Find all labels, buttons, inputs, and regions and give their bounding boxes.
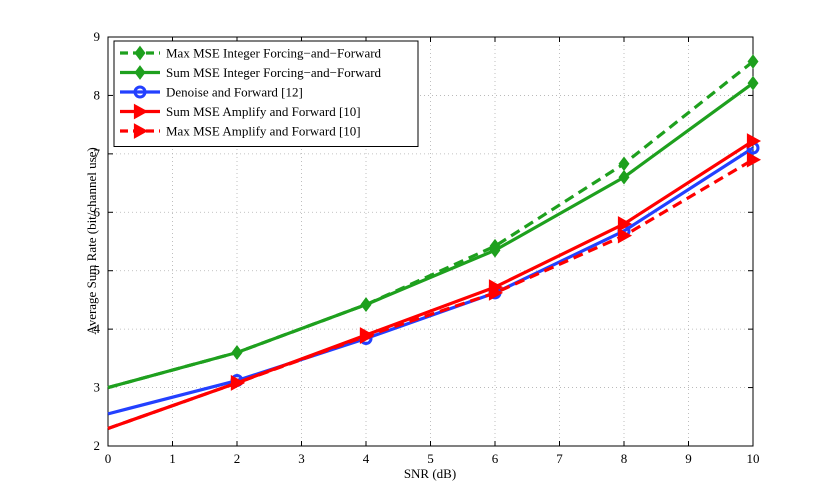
- legend-box: [113, 40, 419, 147]
- x-tick-label: 1: [169, 451, 176, 466]
- legend-label: Denoise and Forward [12]: [166, 85, 303, 100]
- y-tick-label: 4: [94, 321, 101, 336]
- legend-label: Max MSE Integer Forcing−and−Forward: [166, 46, 382, 61]
- legend-marker: [134, 65, 146, 80]
- data-point: [230, 375, 246, 391]
- legend-entry: Max MSE Integer Forcing−and−Forward: [120, 46, 382, 61]
- legend-label: Max MSE Amplify and Forward [10]: [166, 124, 361, 139]
- data-point: [746, 151, 762, 168]
- data-point: [746, 133, 762, 149]
- legend-label: Sum MSE Integer Forcing−and−Forward: [166, 65, 382, 80]
- series-4: [107, 133, 762, 430]
- data-point: [359, 328, 375, 345]
- x-tick-label: 0: [105, 451, 112, 466]
- legend-marker: [133, 103, 149, 120]
- legend-label: Sum MSE Amplify and Forward [10]: [166, 104, 361, 119]
- x-tick-label: 9: [685, 451, 692, 466]
- y-tick-label: 7: [94, 146, 101, 161]
- x-axis-label: SNR (dB): [404, 466, 456, 481]
- data-point: [617, 227, 633, 244]
- data-point: [489, 242, 501, 258]
- data-point: [231, 345, 243, 360]
- data-point: [747, 75, 759, 91]
- series-3: [107, 141, 760, 416]
- data-point: [617, 216, 633, 232]
- series-5: [107, 151, 762, 430]
- data-point: [618, 169, 630, 185]
- data-point: [488, 285, 504, 301]
- legend-marker: [134, 45, 146, 61]
- series-2: [107, 75, 759, 390]
- x-tick-label: 10: [747, 451, 760, 466]
- x-tick-label: 8: [621, 451, 628, 466]
- legend: Max MSE Integer Forcing−and−Forward Sum M…: [113, 40, 419, 147]
- x-tick-label: 3: [298, 451, 305, 466]
- x-tick-label: 2: [234, 451, 241, 466]
- series-group: [107, 54, 762, 430]
- y-tick-label: 9: [94, 29, 101, 44]
- y-axis-label: Average Sum Rate (bit/channel use): [84, 147, 99, 334]
- legend-entry: Sum MSE Integer Forcing−and−Forward: [120, 65, 382, 80]
- x-tick-label: 4: [363, 451, 370, 466]
- data-point: [747, 54, 759, 69]
- y-tick-label: 8: [94, 87, 101, 102]
- series-line: [107, 81, 754, 390]
- series-line: [107, 158, 754, 430]
- data-point: [360, 297, 372, 312]
- series-line: [107, 60, 754, 390]
- legend-marker: [133, 123, 149, 139]
- y-tick-label: 5: [94, 263, 101, 278]
- x-tick-label: 5: [427, 451, 434, 466]
- legend-entry: Max MSE Amplify and Forward [10]: [120, 123, 361, 139]
- legend-entry: Denoise and Forward [12]: [120, 85, 303, 100]
- y-tick-label: 3: [94, 380, 101, 395]
- data-point: [618, 156, 630, 172]
- axis-ticks: 0 1 2 3 4 5 6 7 8 9 10 2 3 4 5 6 7 8 9: [94, 29, 760, 466]
- x-tick-label: 7: [556, 451, 563, 466]
- legend-marker: [133, 85, 147, 99]
- y-tick-label: 2: [94, 438, 101, 453]
- x-tick-label: 6: [492, 451, 499, 466]
- legend-entry: Sum MSE Amplify and Forward [10]: [120, 103, 361, 120]
- y-tick-label: 6: [94, 204, 101, 219]
